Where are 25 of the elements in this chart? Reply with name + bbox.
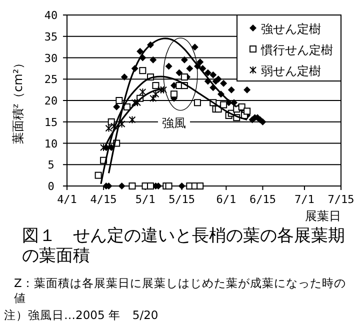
y-tick-label: 15 — [44, 116, 58, 129]
x-axis-title: 展葉日 — [305, 209, 341, 223]
x-tick-label: 7/15 — [328, 193, 354, 206]
y-tick-label: 30 — [44, 52, 58, 65]
x-tick-label: 5/1 — [135, 193, 156, 206]
y-tick-label: 40 — [44, 9, 58, 22]
text: 図１ せん定の違いと長梢の葉の各展葉期の葉面積 — [22, 226, 346, 266]
legend-label: 強せん定樹 — [261, 22, 321, 36]
y-tick-label: 25 — [44, 73, 58, 86]
x-tick-label: 7/1 — [294, 193, 314, 206]
x-tick-label: 6/1 — [216, 193, 236, 206]
y-tick-label: 5 — [48, 158, 54, 172]
x-tick-label: 4/1 — [57, 193, 77, 206]
y-tick-label: 20 — [44, 94, 58, 108]
legend-label: 慣行せん定樹 — [260, 43, 333, 57]
x-tick-label: 5/15 — [168, 193, 196, 206]
y-tick-label: 0 — [48, 180, 54, 193]
text: Z：葉面積は各展葉日に展葉しはじめた葉が成葉になった時の値 — [14, 276, 347, 306]
annotation: 強風 — [162, 116, 186, 130]
legend-label: 弱せん定樹 — [261, 64, 321, 78]
y-tick-label: 35 — [44, 30, 58, 44]
text: 注）強風日…2005 年 5/20 — [4, 308, 160, 323]
x-tick-label: 6/15 — [249, 193, 276, 206]
y-tick-label: 10 — [44, 137, 58, 150]
x-tick-label: 4/15 — [90, 193, 117, 206]
